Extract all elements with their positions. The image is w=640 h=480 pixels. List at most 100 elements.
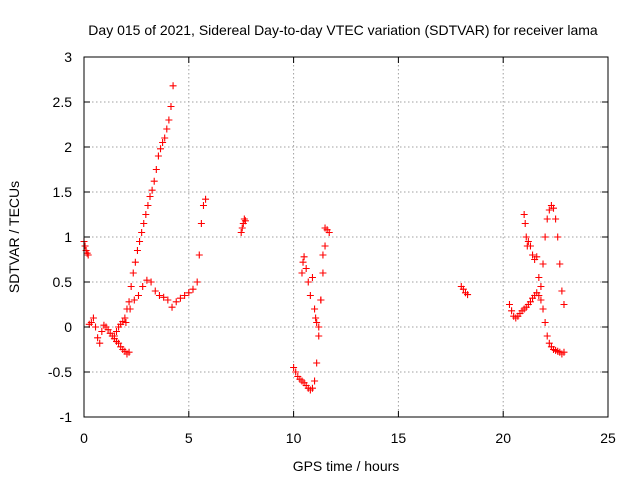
data-point [237,229,245,236]
y-tick-label: -1 [60,409,73,425]
data-point [160,293,168,301]
data-point [81,242,89,250]
x-tick-label: 0 [80,430,88,446]
series-seg-g [298,226,333,331]
data-point [181,292,189,299]
data-point [539,260,547,268]
data-point [321,242,329,250]
data-point [558,287,566,295]
x-tick-label: 20 [495,430,511,446]
y-tick-label: 3 [64,49,72,65]
chart-title: Day 015 of 2021, Sidereal Day-to-day VTE… [88,22,598,38]
series-seg-d [122,195,210,326]
data-point [84,251,92,259]
data-point [308,384,316,392]
data-point [313,319,321,326]
data-point [96,339,104,347]
data-point [138,229,146,236]
data-point [134,292,142,299]
y-tick-label: 2 [64,139,72,155]
data-point [545,339,553,347]
data-point [533,253,541,261]
data-point [302,265,310,272]
data-point [298,269,306,277]
data-point [317,296,325,304]
data-point [311,305,319,313]
data-point [163,125,171,133]
data-point [560,348,568,356]
x-tick-label: 5 [185,430,193,446]
series-seg-c [110,82,177,340]
data-point [164,296,172,304]
data-point [110,332,118,340]
data-point [144,202,152,209]
data-point [121,314,129,322]
data-point [115,339,123,347]
data-point [238,224,246,232]
grid [84,57,608,417]
data-point [241,217,249,225]
data-point [154,152,162,160]
data-point [142,211,150,218]
data-point [319,251,327,259]
y-tick-label: 0 [64,319,72,335]
data-point [325,229,333,236]
data-point [202,195,210,203]
data-point [126,305,134,313]
y-axis-label: SDTVAR / TECUs [6,181,22,293]
data-point [143,276,151,284]
data-point [290,364,298,371]
data-point [537,283,545,290]
data-point [172,298,180,306]
data-point [193,278,201,286]
y-tick-label: 2.5 [53,94,73,110]
data-point [150,177,158,185]
data-point [459,285,467,293]
data-point [539,305,547,313]
data-point [92,323,100,331]
data-point [199,202,207,209]
data-point [167,103,175,110]
series-seg-h [457,283,472,299]
y-tick-label: -0.5 [48,364,72,380]
data-point [292,368,300,376]
data-point [541,233,549,241]
data-point [550,204,558,212]
series-seg-e [237,215,249,236]
data-point [311,377,319,385]
data-point [125,348,133,356]
data-point [304,278,312,286]
data-point [98,328,106,335]
data-point [129,269,137,277]
data-point [146,193,154,200]
data-point [526,242,534,250]
data-point [133,247,141,254]
data-point [315,332,323,340]
data-point [543,215,551,223]
data-point [315,323,323,331]
data-point [300,253,308,261]
x-axis-label: GPS time / hours [293,458,400,474]
data-point [554,233,562,241]
data-point [560,301,568,308]
data-point [89,314,97,322]
data-point [195,251,203,259]
data-point [526,298,534,306]
series-seg-a [80,238,92,259]
y-tick-label: 1.5 [53,184,73,200]
data-point [197,220,205,227]
data-point [147,278,155,286]
data-point [148,186,156,194]
data-point [157,145,165,153]
x-tick-label: 15 [391,430,407,446]
data-point [155,292,163,299]
series-seg-f [290,224,329,394]
data-point [552,215,560,223]
data-point [535,292,543,299]
data-point [537,296,545,304]
data-point [131,258,139,266]
data-point [529,251,537,259]
data-point [165,116,173,124]
data-point [169,82,177,90]
data-point [521,220,529,227]
